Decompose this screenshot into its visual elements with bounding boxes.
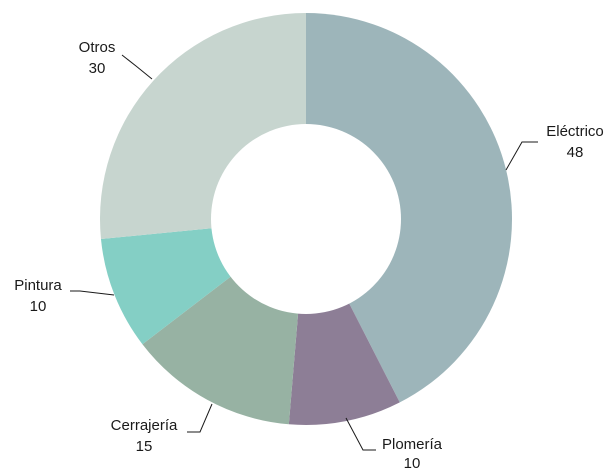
slice-label-plomeria: Plomería	[382, 436, 443, 453]
leader-line-electrico	[505, 141, 538, 171]
slice-label-electrico: Eléctrico	[546, 123, 604, 140]
slice-label-cerrajeria: Cerrajería	[111, 417, 178, 434]
leader-line-pintura	[70, 290, 115, 296]
donut-hole	[211, 124, 401, 314]
leader-line-otros	[121, 54, 153, 80]
slice-electrico	[306, 13, 513, 403]
leader-line-plomeria	[345, 417, 376, 451]
leader-line-cerrajeria	[187, 403, 213, 433]
slice-value-plomeria: 10	[404, 455, 421, 468]
labels-group: Eléctrico 48 Plomería 10 Cerrajería 15 Pintura…	[14, 39, 604, 468]
slice-value-electrico: 48	[567, 144, 584, 161]
slice-value-otros: 30	[89, 60, 106, 77]
slice-value-cerrajeria: 15	[136, 438, 153, 455]
leader-lines-group	[70, 54, 538, 451]
slice-label-pintura: Pintura	[14, 277, 62, 294]
slice-value-pintura: 10	[30, 298, 47, 315]
slice-label-otros: Otros	[79, 39, 116, 56]
